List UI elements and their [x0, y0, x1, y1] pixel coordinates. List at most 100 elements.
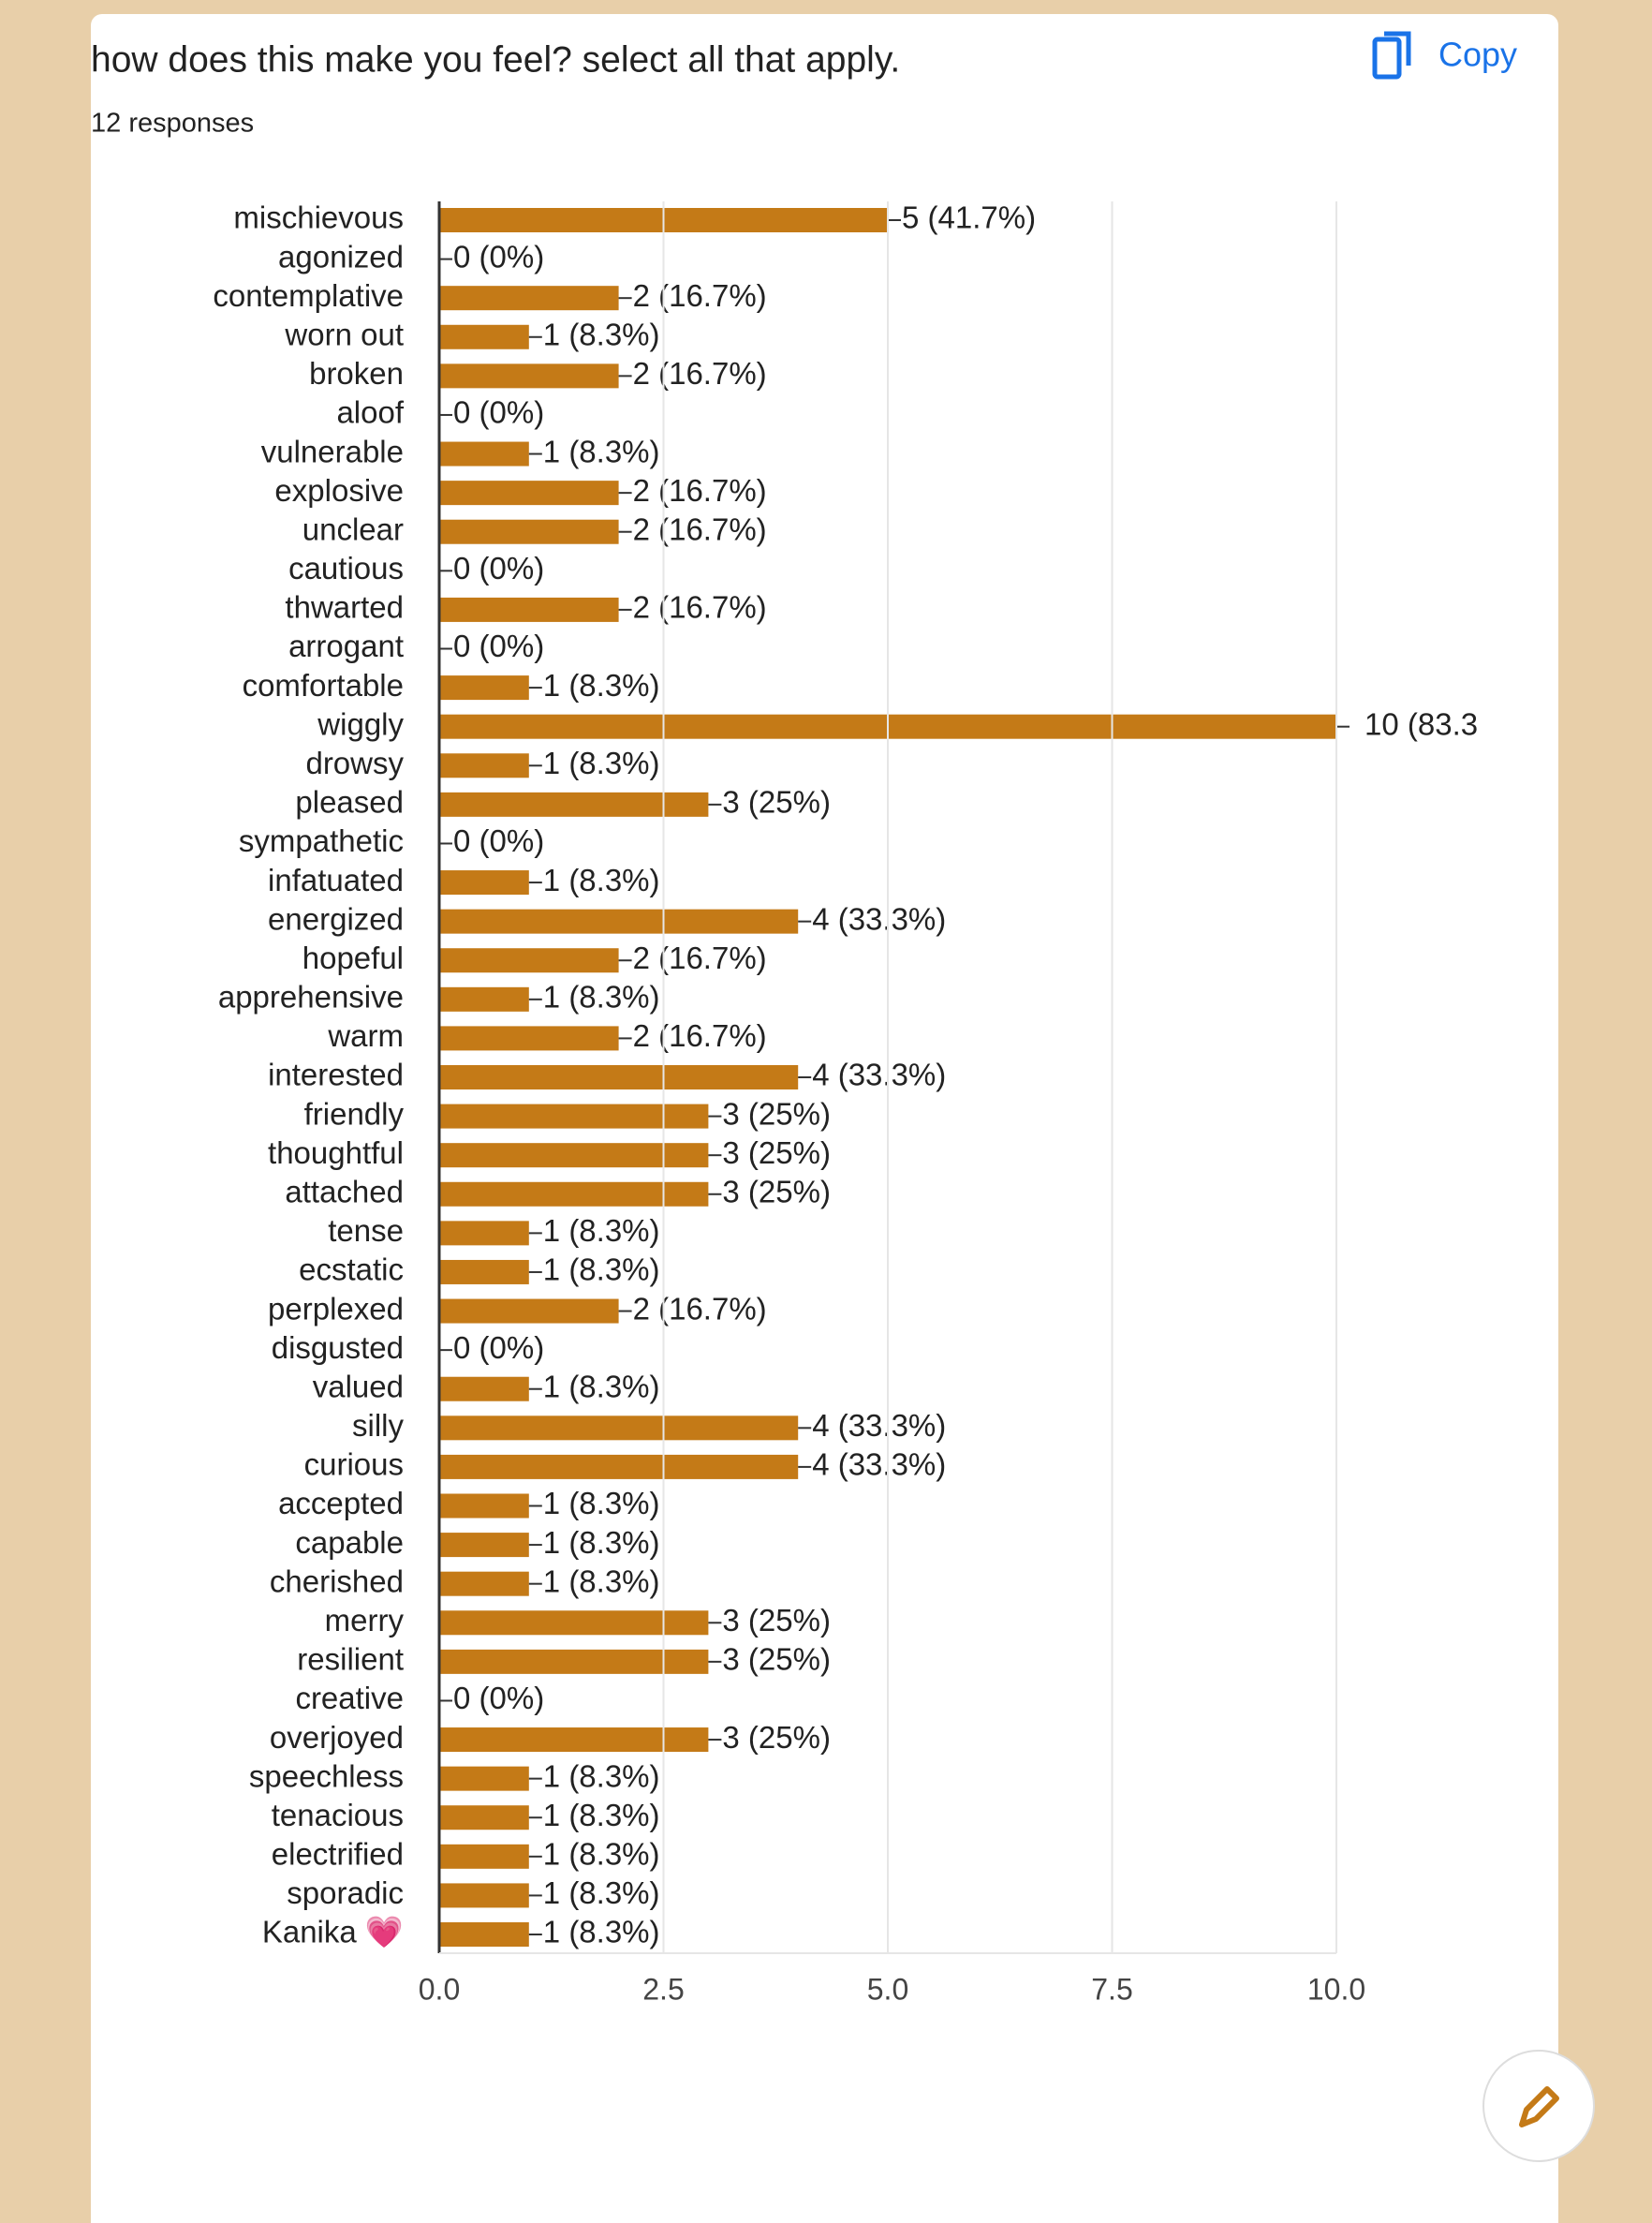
value-label: 4 (33.3%)	[812, 1447, 946, 1482]
value-label: 2 (16.7%)	[633, 473, 767, 508]
bar	[439, 519, 619, 544]
response-count: 12 responses	[91, 109, 254, 139]
value-label: 0 (0%)	[453, 823, 544, 858]
bar	[439, 909, 799, 934]
value-label: 1 (8.3%)	[543, 1875, 660, 1910]
value-label: 1 (8.3%)	[543, 1486, 660, 1520]
bar	[439, 1026, 619, 1051]
bar	[439, 1649, 709, 1674]
card	[91, 14, 1558, 2223]
category-label: friendly	[304, 1096, 405, 1131]
value-label: 3 (25%)	[722, 1603, 831, 1638]
question-title: how does this make you feel? select all …	[91, 39, 900, 80]
bar	[439, 1376, 529, 1401]
bar	[439, 1143, 709, 1168]
value-label: 2 (16.7%)	[633, 1291, 767, 1326]
bar	[439, 324, 529, 349]
category-label: energized	[268, 901, 404, 936]
category-label: cautious	[288, 551, 404, 585]
value-label: 2 (16.7%)	[633, 590, 767, 625]
bar	[439, 1454, 799, 1479]
value-label: 3 (25%)	[722, 1642, 831, 1677]
copy-icon	[1384, 31, 1411, 66]
category-label: valued	[313, 1369, 404, 1403]
value-label: 1 (8.3%)	[543, 1798, 660, 1832]
bar	[439, 1493, 529, 1519]
bar	[439, 481, 619, 506]
bar	[439, 441, 529, 467]
category-label: electrified	[272, 1837, 404, 1872]
value-label: 1 (8.3%)	[543, 1837, 660, 1872]
category-label: apprehensive	[218, 980, 404, 1015]
category-label: vulnerable	[261, 434, 404, 468]
bar	[439, 675, 529, 701]
edit-button[interactable]	[1482, 2050, 1595, 2162]
x-tick-label: 2.5	[642, 1972, 684, 2006]
category-label: contemplative	[213, 278, 404, 313]
edit-circle[interactable]	[1482, 2050, 1595, 2162]
bar	[439, 286, 619, 311]
x-tick-label: 0.0	[419, 1972, 460, 2006]
category-label: unclear	[302, 511, 404, 546]
value-label: 1 (8.3%)	[543, 863, 660, 897]
value-label: 2 (16.7%)	[633, 941, 767, 975]
bar	[439, 1844, 529, 1869]
value-label: 10 (83.3%)	[1364, 706, 1515, 741]
value-label: 4 (33.3%)	[812, 1408, 946, 1443]
category-label: accepted	[278, 1486, 404, 1520]
value-label: 3 (25%)	[722, 1096, 831, 1131]
bar	[439, 1571, 529, 1596]
category-label: agonized	[278, 239, 404, 274]
category-label: pleased	[295, 785, 404, 820]
category-label: perplexed	[268, 1291, 404, 1326]
category-label: curious	[304, 1447, 404, 1482]
category-label: attached	[285, 1174, 404, 1208]
bar	[439, 1104, 709, 1129]
bar	[439, 1727, 709, 1753]
category-label: wiggly	[317, 706, 404, 741]
value-label: 4 (33.3%)	[812, 901, 946, 936]
copy-button[interactable]: Copy	[1372, 31, 1517, 80]
bar	[439, 1805, 529, 1830]
bar	[439, 1610, 709, 1636]
category-label: hopeful	[302, 941, 404, 975]
bar	[439, 1533, 529, 1558]
copy-label[interactable]: Copy	[1438, 36, 1517, 74]
value-label: 1 (8.3%)	[543, 668, 660, 703]
value-label: 2 (16.7%)	[633, 1018, 767, 1053]
bar	[439, 1415, 799, 1441]
value-label: 1 (8.3%)	[543, 1525, 660, 1560]
value-label: 3 (25%)	[722, 785, 831, 820]
bar	[439, 1766, 529, 1791]
category-label: ecstatic	[299, 1252, 404, 1287]
category-label: merry	[325, 1603, 405, 1638]
value-label: 1 (8.3%)	[543, 1213, 660, 1248]
bar	[439, 363, 619, 389]
category-label: disgusted	[272, 1330, 404, 1365]
bar	[439, 986, 529, 1012]
value-label: 2 (16.7%)	[633, 356, 767, 391]
value-label: 1 (8.3%)	[543, 1758, 660, 1793]
category-label: mischievous	[233, 200, 404, 235]
bar	[439, 1922, 529, 1947]
category-label: sporadic	[287, 1875, 404, 1910]
category-label: thoughtful	[268, 1135, 404, 1170]
value-label: 3 (25%)	[722, 1720, 831, 1755]
category-label: sympathetic	[239, 823, 404, 858]
value-label: 1 (8.3%)	[543, 434, 660, 468]
value-label: 0 (0%)	[453, 395, 544, 430]
x-tick-label: 10.0	[1307, 1972, 1365, 2006]
pencil-icon	[1519, 2086, 1559, 2127]
category-label: interested	[268, 1058, 404, 1092]
category-label: cherished	[270, 1564, 404, 1598]
category-label: resilient	[297, 1642, 404, 1677]
bar	[439, 1259, 529, 1284]
value-label: 1 (8.3%)	[543, 746, 660, 780]
value-label: 0 (0%)	[453, 1330, 544, 1365]
bar	[439, 753, 529, 778]
value-label: 1 (8.3%)	[543, 1369, 660, 1403]
category-label: comfortable	[243, 668, 404, 703]
bar	[439, 1298, 619, 1324]
